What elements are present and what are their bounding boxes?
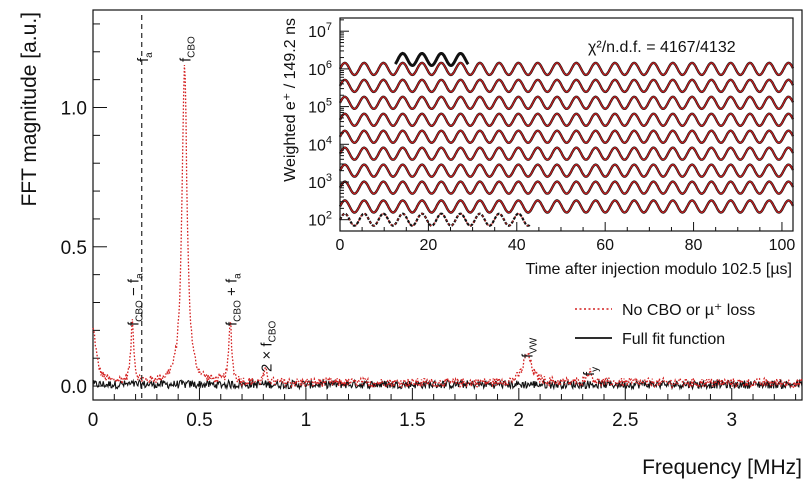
inset-y-tick-label: 105 [308, 97, 332, 117]
inset-last-segment-fit [339, 213, 531, 227]
x-axis-title: Frequency [MHz] [642, 456, 802, 479]
peak-label: fCBO − fa [125, 273, 145, 326]
main-series [92, 15, 803, 400]
inset-last-segment [339, 212, 531, 227]
inset-first-segment [394, 51, 470, 68]
legend-label-no-cbo: No CBO or µ⁺ loss [622, 302, 755, 319]
peak-label: fCBO + fa [223, 273, 243, 326]
inset-chart: 0 20 40 60 80 100 102 103 104 105 106 107 Time afte… [282, 17, 796, 278]
inset-y-tick-label: 103 [308, 172, 332, 192]
y-tick-label: 1.0 [61, 99, 87, 120]
inset-fit-band [339, 62, 794, 76]
legend: No CBO or µ⁺ loss Full fit function [575, 302, 755, 348]
peak-label: fCBO [178, 36, 198, 62]
inset-x-tick-label: 80 [685, 237, 703, 254]
inset-fit-band [339, 96, 794, 110]
inset-x-tick-label: 100 [769, 237, 796, 254]
inset-x-tick-label: 40 [508, 237, 526, 254]
y-tick-label: 0.5 [61, 238, 87, 259]
inset-fit-band [339, 113, 794, 127]
peak-label: 2 × fCBO [258, 320, 278, 372]
x-tick-label: 3 [726, 410, 737, 431]
inset-x-tick-label: 60 [596, 237, 614, 254]
main-chart: 0 0.5 1 1.5 2 2.5 3 0.0 0.5 1.0 fa fCBO fCBO − fa fC… [18, 9, 803, 479]
inset-x-tick-label: 20 [419, 237, 437, 254]
x-tick-label: 0 [88, 410, 99, 431]
inset-series [338, 51, 795, 227]
main-ticks: 0 0.5 1 1.5 2 2.5 3 0.0 0.5 1.0 [61, 23, 797, 431]
legend-label-full-fit: Full fit function [622, 331, 725, 348]
inset-y-tick-label: 107 [308, 21, 332, 41]
inset-y-tick-label: 106 [308, 59, 332, 79]
y-axis-title: FFT magnitude [a.u.] [18, 12, 41, 207]
inset-ticks: 0 20 40 60 80 100 102 103 104 105 106 107 [308, 19, 796, 254]
inset-fit-band [339, 199, 794, 214]
main-plot-frame [92, 9, 803, 401]
inset-x-axis-title: Time after injection modulo 102.5 [µs] [525, 261, 792, 278]
series-no-cbo-or-mu-loss [92, 65, 803, 390]
x-tick-label: 1 [301, 410, 312, 431]
inset-fit-band [339, 180, 794, 195]
peak-label: fa [135, 52, 155, 62]
x-tick-label: 2.5 [612, 410, 638, 431]
inset-y-axis-title: Weighted e⁺ / 149.2 ns [282, 18, 299, 182]
inset-fit-band [339, 163, 794, 178]
inset-y-tick-label: 102 [308, 210, 332, 230]
y-tick-label: 0.0 [61, 377, 87, 398]
series-full-fit-function [92, 378, 803, 391]
x-tick-label: 0.5 [186, 410, 212, 431]
inset-fit-band [339, 130, 794, 144]
peak-label: fVW [519, 337, 539, 358]
inset-fit-band [339, 147, 794, 161]
inset-x-tick-label: 0 [336, 237, 345, 254]
inset-plot-frame [339, 17, 794, 232]
inset-fit-band [339, 79, 794, 93]
x-tick-label: 2 [514, 410, 525, 431]
inset-y-tick-label: 104 [308, 134, 332, 154]
main-annotations: fa fCBO fCBO − fa fCBO + fa 2 × fCBO fVW fy [125, 36, 601, 376]
x-tick-label: 1.5 [399, 410, 425, 431]
inset-chi2-label: χ²/n.d.f. = 4167/4132 [588, 39, 736, 56]
peak-label: fy [581, 367, 601, 376]
